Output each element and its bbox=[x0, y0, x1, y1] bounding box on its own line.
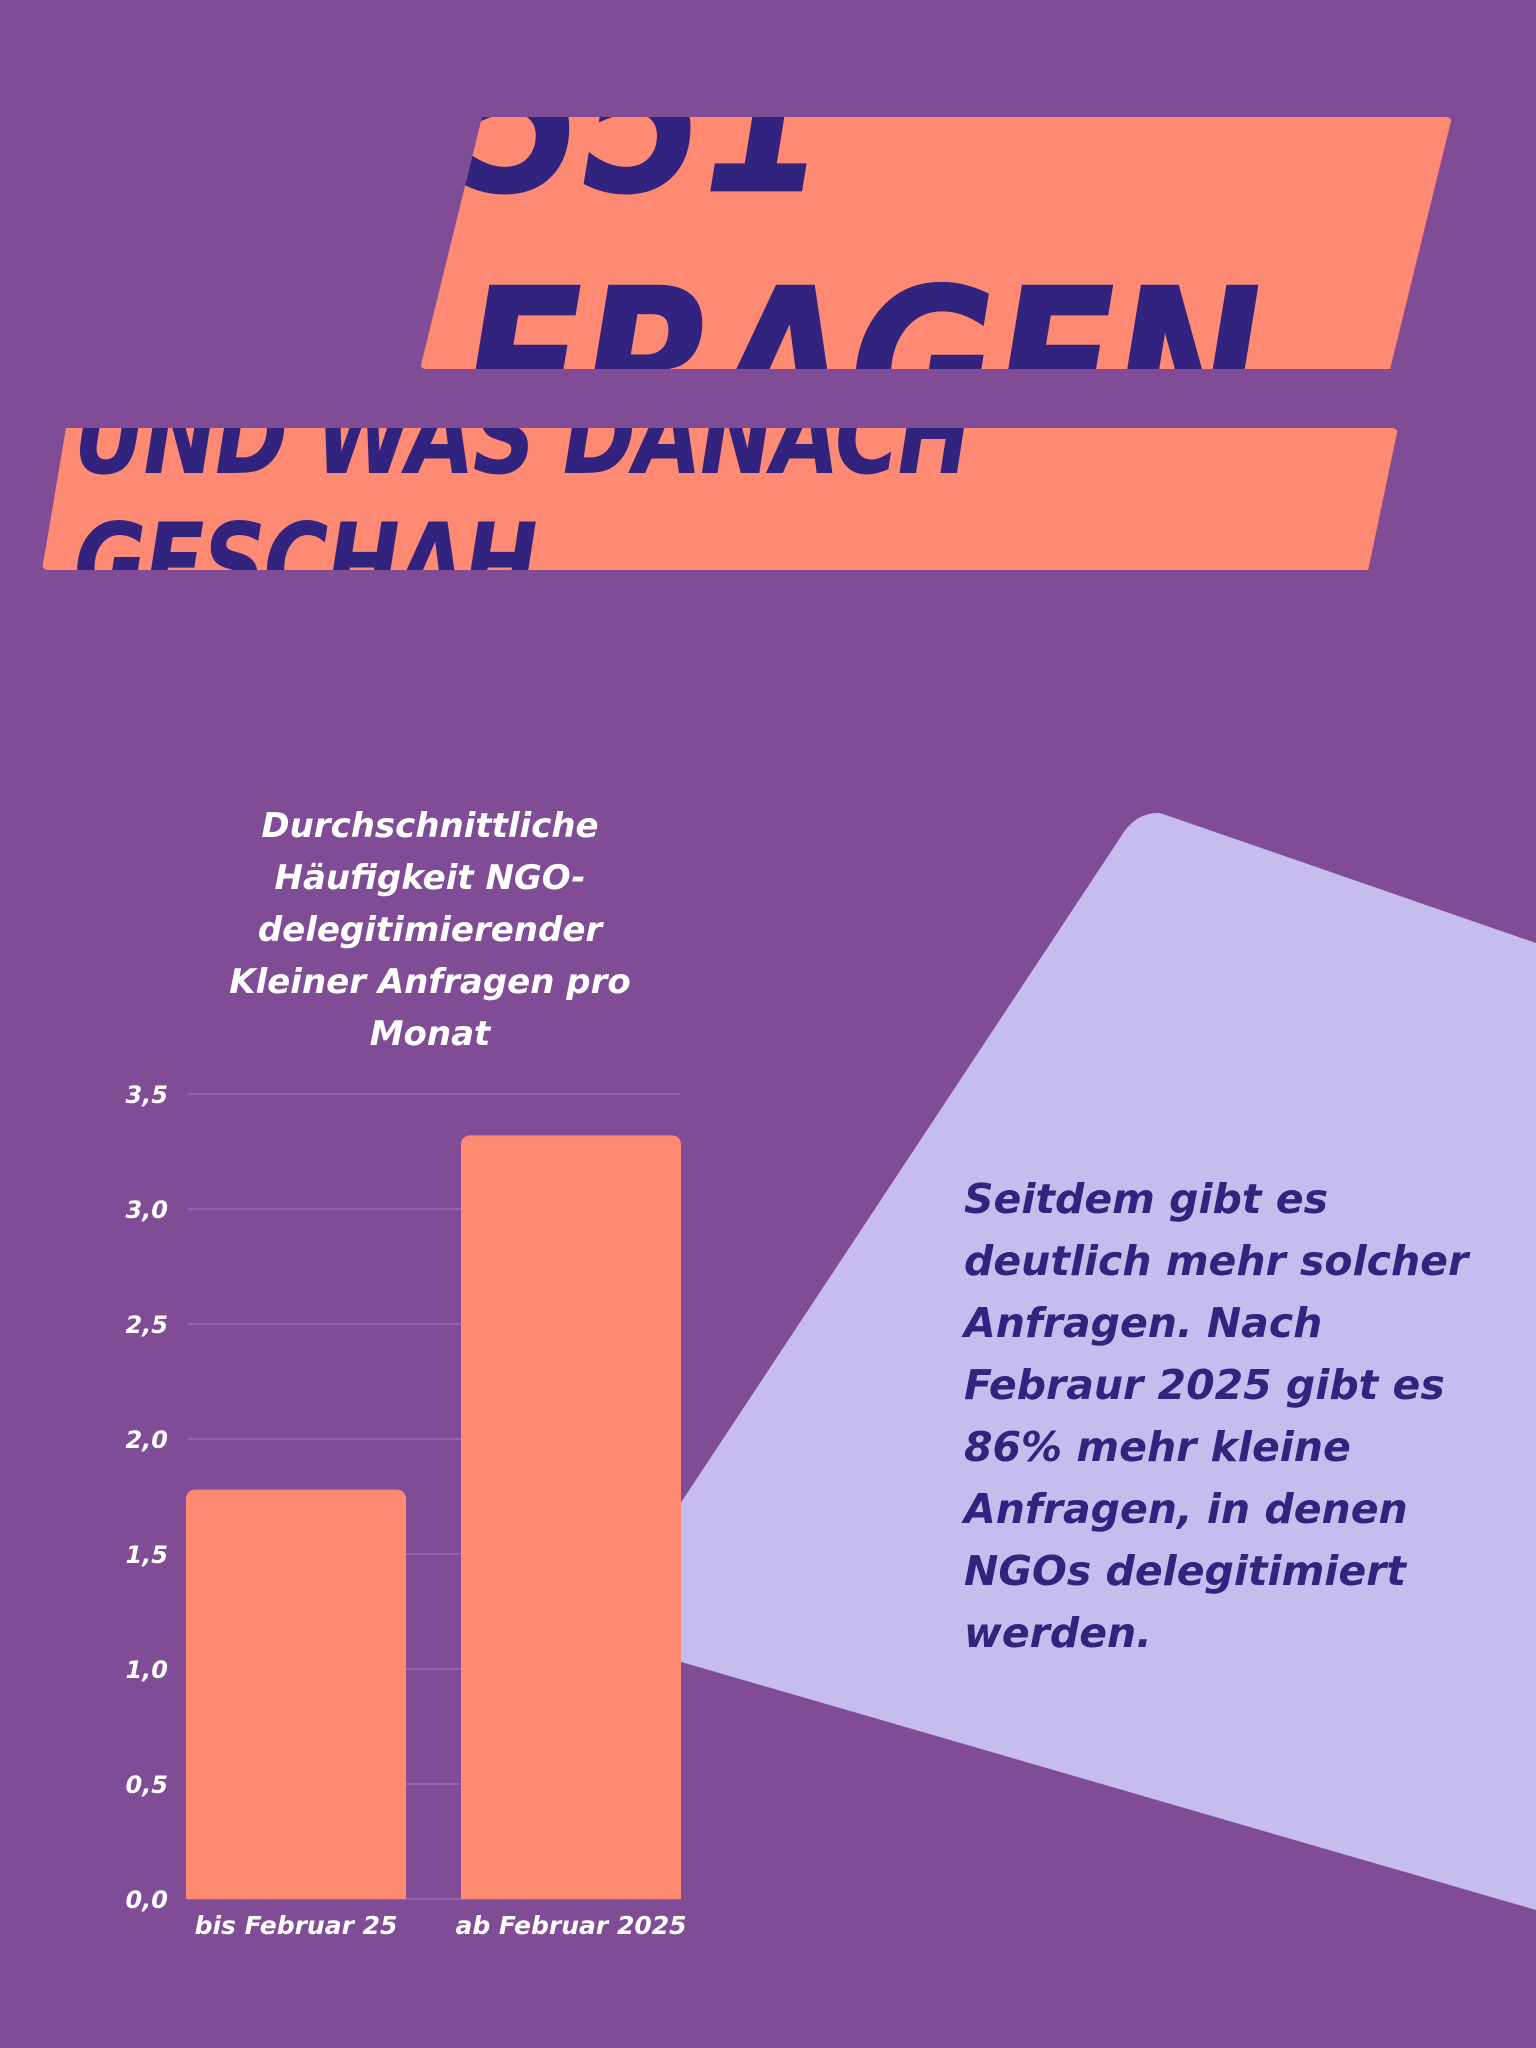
x-tick-label: ab Februar 2025 bbox=[455, 1911, 686, 1940]
chart-title: Durchschnittliche Häufigkeit NGO-delegit… bbox=[229, 806, 631, 1054]
y-tick-label: 0,5 bbox=[125, 1771, 168, 1799]
subheadline-banner: UND WAS DANACH GESCHAH... bbox=[42, 428, 1398, 570]
speech-bubble-path bbox=[608, 812, 1536, 1911]
x-tick-label: bis Februar 25 bbox=[195, 1911, 398, 1940]
y-tick-label: 3,0 bbox=[125, 1196, 168, 1224]
headline-subtitle: UND WAS DANACH GESCHAH... bbox=[74, 370, 971, 628]
bar bbox=[186, 1489, 406, 1899]
y-tick-label: 2,5 bbox=[125, 1311, 168, 1339]
headline-title: 551 FRAGEN bbox=[460, 0, 1262, 494]
y-tick-label: 1,5 bbox=[125, 1541, 168, 1569]
y-tick-label: 2,0 bbox=[125, 1426, 168, 1454]
info-text: Seitdem gibt es deutlich mehr solcher An… bbox=[964, 1175, 1469, 1657]
bar bbox=[461, 1135, 681, 1899]
y-tick-label: 1,0 bbox=[125, 1656, 168, 1684]
y-tick-label: 0,0 bbox=[125, 1886, 168, 1914]
headline-banner: 551 FRAGEN bbox=[420, 117, 1452, 369]
y-tick-label: 3,5 bbox=[125, 1081, 168, 1109]
